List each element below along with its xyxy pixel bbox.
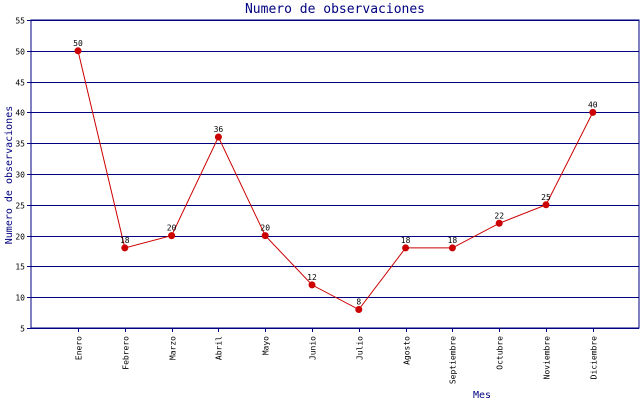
data-label: 18	[401, 236, 411, 245]
x-tick-label: Junio	[309, 336, 318, 360]
series: 50 18 20 36 20 12 8 18 18 22 25 40	[73, 39, 598, 314]
data-point	[308, 281, 316, 289]
y-axis-label: Numero de observaciones	[4, 106, 15, 244]
data-label: 40	[588, 100, 598, 109]
x-axis-ticks: Enero Febrero Marzo Abril Mayo Junio Julio Agos…	[75, 328, 599, 384]
data-point	[589, 108, 597, 116]
y-tick-label: 30	[15, 171, 25, 180]
data-label: 18	[120, 236, 130, 245]
y-tick-label: 10	[15, 294, 25, 303]
data-label: 8	[356, 298, 361, 307]
y-axis-ticks: 5 10 15 20 25 30 35 40 45 50 55	[15, 17, 31, 334]
x-tick-label: Septiembre	[449, 336, 458, 384]
x-tick-label: Diciembre	[590, 336, 599, 380]
data-label: 50	[73, 39, 83, 48]
x-tick-label: Enero	[75, 336, 84, 360]
x-tick-label: Noviembre	[543, 336, 552, 380]
data-label: 20	[260, 224, 270, 233]
x-tick-label: Febrero	[122, 336, 131, 370]
data-point	[495, 219, 503, 227]
data-point	[74, 47, 82, 55]
y-tick-label: 15	[15, 263, 25, 272]
x-tick-label: Abril	[215, 336, 224, 360]
data-label: 18	[448, 236, 458, 245]
x-tick-label: Octubre	[496, 336, 505, 370]
data-label: 22	[494, 211, 504, 220]
data-label: 25	[541, 193, 551, 202]
data-point	[355, 306, 363, 314]
y-tick-label: 55	[15, 17, 25, 26]
x-tick-label: Mayo	[262, 336, 271, 355]
data-label: 20	[167, 224, 177, 233]
data-label: 36	[214, 125, 224, 134]
y-tick-label: 45	[15, 79, 25, 88]
data-point	[402, 244, 410, 252]
series-line	[77, 50, 594, 311]
data-point	[261, 232, 269, 240]
data-label: 12	[307, 273, 317, 282]
y-tick-label: 5	[20, 325, 25, 334]
grid	[30, 19, 640, 329]
y-tick-label: 25	[15, 202, 25, 211]
data-point	[168, 232, 176, 240]
y-tick-label: 50	[15, 48, 25, 57]
y-tick-label: 40	[15, 109, 25, 118]
chart-title: Numero de observaciones	[245, 2, 425, 17]
x-tick-label: Agosto	[403, 336, 412, 365]
data-point	[448, 244, 456, 252]
x-axis-label: Mes	[473, 390, 491, 400]
data-point	[121, 244, 129, 252]
data-point	[542, 201, 550, 209]
y-tick-label: 20	[15, 233, 25, 242]
x-tick-label: Marzo	[169, 336, 178, 360]
x-tick-label: Julio	[356, 336, 365, 360]
data-point	[214, 133, 222, 141]
y-tick-label: 35	[15, 140, 25, 149]
